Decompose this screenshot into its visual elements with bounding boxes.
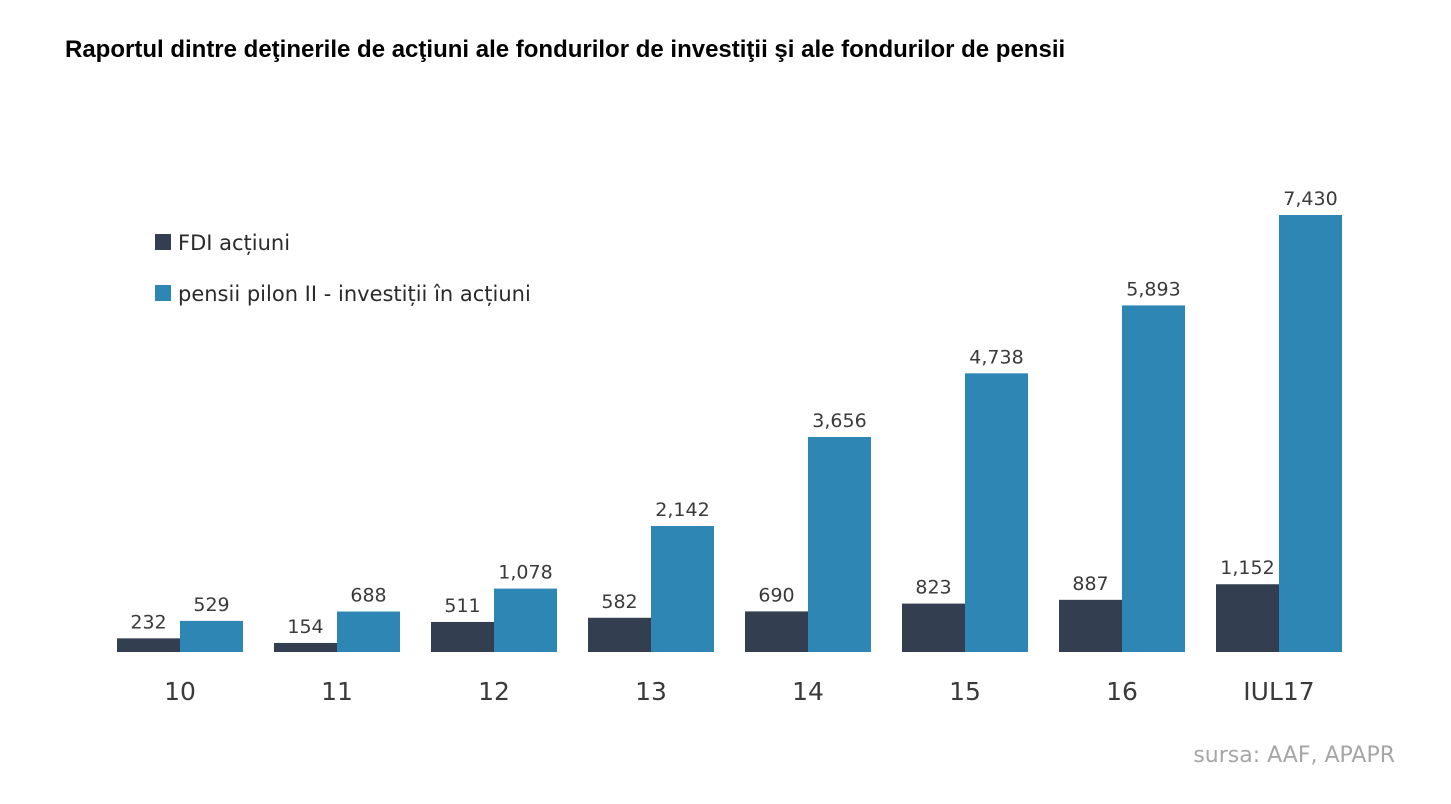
data-label-fdi-11: 154 — [287, 616, 323, 638]
bar-fdi-15 — [902, 603, 965, 652]
data-label-fdi-15: 823 — [915, 577, 951, 599]
data-label-pensii-14: 3,656 — [812, 410, 866, 432]
category-label-12: 12 — [478, 677, 510, 706]
bar-pensii-13 — [651, 526, 714, 652]
bar-pensii-IUL17 — [1279, 215, 1342, 652]
data-label-pensii-10: 529 — [193, 594, 229, 616]
legend: FDI acțiuni pensii pilon II - investiții … — [155, 231, 531, 306]
legend-swatch-pensii — [155, 285, 171, 301]
data-label-fdi-IUL17: 1,152 — [1220, 557, 1274, 579]
bars-layer — [117, 215, 1342, 652]
data-label-fdi-16: 887 — [1072, 573, 1108, 595]
category-label-13: 13 — [635, 677, 667, 706]
bar-pensii-16 — [1122, 305, 1185, 652]
bar-pensii-11 — [337, 611, 400, 652]
data-label-pensii-12: 1,078 — [498, 562, 552, 584]
bar-fdi-14 — [745, 611, 808, 652]
bar-fdi-IUL17 — [1216, 584, 1279, 652]
bar-pensii-10 — [180, 620, 243, 652]
bar-pensii-14 — [808, 436, 871, 652]
legend-label-pensii: pensii pilon II - investiții în acțiuni — [178, 282, 531, 306]
category-label-15: 15 — [949, 677, 981, 706]
bar-pensii-15 — [965, 373, 1028, 652]
data-label-fdi-14: 690 — [758, 584, 794, 606]
source-note: sursa: AAF, APAPR — [1193, 743, 1395, 768]
category-label-16: 16 — [1106, 677, 1138, 706]
bar-fdi-11 — [274, 642, 337, 652]
data-label-pensii-13: 2,142 — [655, 499, 709, 521]
bar-fdi-10 — [117, 638, 180, 652]
bar-pensii-12 — [494, 588, 557, 652]
data-label-pensii-IUL17: 7,430 — [1283, 188, 1337, 210]
bar-fdi-16 — [1059, 599, 1122, 652]
category-label-11: 11 — [321, 677, 353, 706]
chart-title: Raportul dintre deţinerile de acţiuni al… — [65, 36, 1066, 63]
data-label-pensii-15: 4,738 — [969, 346, 1023, 368]
data-label-pensii-11: 688 — [350, 585, 386, 607]
bar-fdi-13 — [588, 617, 651, 652]
category-label-IUL17: IUL17 — [1243, 677, 1314, 706]
category-label-10: 10 — [164, 677, 196, 706]
data-label-fdi-13: 582 — [601, 591, 637, 613]
legend-label-fdi: FDI acțiuni — [178, 231, 290, 255]
data-label-pensii-16: 5,893 — [1126, 278, 1180, 300]
legend-swatch-fdi — [155, 234, 171, 250]
data-label-fdi-10: 232 — [130, 611, 166, 633]
labels-layer: 232 529 10 154 688 11 511 1,078 12 582 2,142 13 690 3… — [130, 188, 1337, 706]
category-label-14: 14 — [792, 677, 824, 706]
bar-fdi-12 — [431, 621, 494, 652]
data-label-fdi-12: 511 — [444, 595, 480, 617]
